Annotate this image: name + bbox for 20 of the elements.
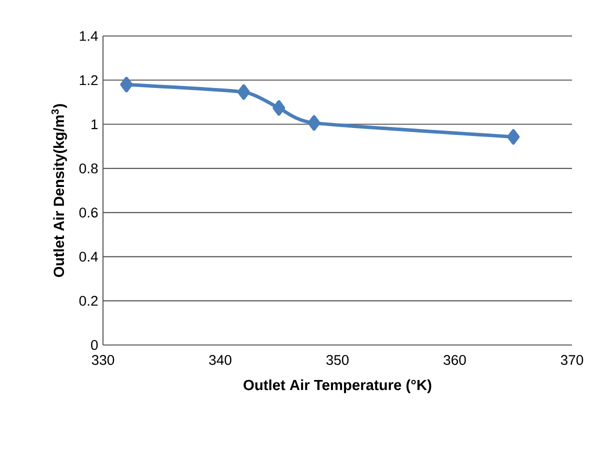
point [272,100,286,116]
point [507,129,520,145]
y-tick-label: 0.4 [79,252,98,262]
x-tick-label: 340 [209,355,232,365]
x-tick-label: 350 [326,355,349,365]
x-tick-label: 370 [560,355,584,365]
point [237,84,250,100]
y-axis-title: Outlet Air Density(kg/m$^{3}$) [51,104,68,278]
y-tick-label: 1 [92,119,98,130]
y-tick-label: 0 [91,340,98,350]
point [308,115,320,131]
x-tick-label: 360 [444,355,466,365]
y-tick-label: 1.4 [80,31,98,41]
x-axis-title: Outlet Air Temperature (°K) [244,379,432,394]
y-tick-label: 0.6 [79,208,98,218]
y-tick-label: 1.2 [80,75,98,86]
y-tick-label: 0.2 [79,296,98,306]
y-tick-label: 0.8 [79,163,98,174]
x-tick-label: 330 [92,355,114,365]
point [120,76,133,92]
